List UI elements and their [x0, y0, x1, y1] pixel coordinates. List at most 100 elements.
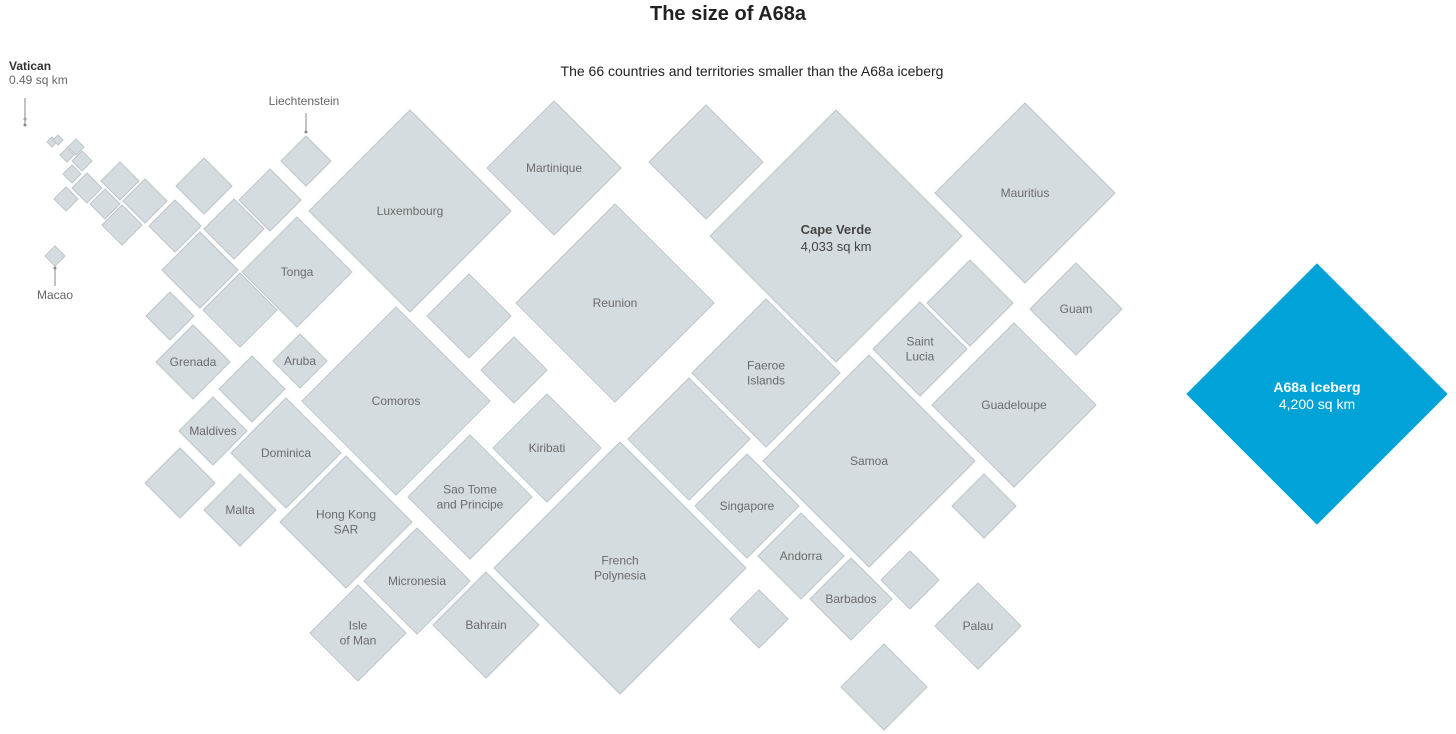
label-bahrain: Bahrain [465, 618, 506, 632]
country-diamond-grenada [155, 324, 231, 400]
annotation-vatican-leader-tip [23, 123, 27, 127]
country-diamond-bahrain [432, 571, 540, 679]
country-diamond-unlabeled-11 [101, 204, 143, 246]
country-diamond-unlabeled-12 [148, 199, 202, 253]
country-diamond-unlabeled-8 [89, 188, 121, 220]
label-dominica: Dominica [261, 446, 311, 460]
country-diamond-unlabeled-6 [71, 172, 103, 204]
country-diamond-saint-lucia [872, 301, 968, 397]
label-barbados: Barbados [825, 592, 876, 606]
label-luxembourg: Luxembourg [377, 204, 444, 218]
label-guam: Guam [1060, 302, 1093, 316]
country-diamond-unlabeled-13 [175, 157, 233, 215]
country-diamond-unlabeled-5 [62, 164, 82, 184]
annotation-liechtenstein-leader-tip [304, 130, 308, 134]
country-diamond-hong-kong-sar [279, 455, 413, 589]
annotation-vatican-name: Vatican [9, 59, 51, 73]
label-palau: Palau [963, 619, 994, 633]
country-diamond-maldives [178, 396, 248, 466]
country-diamond-unlabeled-21 [145, 291, 195, 341]
label-isle-of-man: Isle of Man [340, 619, 377, 648]
annotation-macao-leader-tip [53, 266, 57, 270]
country-diamond-unlabeled-24 [648, 104, 764, 220]
annotation-liechtenstein-name: Liechtenstein [269, 94, 340, 108]
country-diamond-isle-of-man [309, 584, 407, 682]
country-diamond-guadeloupe [931, 322, 1097, 488]
country-diamond-kiribati [492, 393, 602, 503]
country-diamond-unlabeled-55 [880, 550, 940, 610]
label-malta: Malta [225, 503, 255, 517]
country-diamond-palau [934, 582, 1022, 670]
country-diamond-unlabeled-1 [52, 134, 64, 146]
diamond-layer [22, 100, 1448, 731]
country-diamond-unlabeled-20 [202, 272, 278, 348]
country-diamond-comoros [301, 306, 491, 496]
country-diamond-martinique [486, 100, 622, 236]
country-diamond-dominica [230, 397, 342, 509]
country-diamond-aruba [272, 333, 328, 389]
label-kiribati: Kiribati [529, 441, 566, 455]
country-diamond-andorra [757, 512, 845, 600]
country-diamond-unlabeled-17 [238, 168, 302, 232]
label-mauritius: Mauritius [1001, 186, 1050, 200]
label-cape-verde: Cape Verde 4,033 sq km [801, 222, 872, 254]
country-diamond-reunion [515, 203, 715, 403]
chart-subtitle: The 66 countries and territories smaller… [560, 63, 944, 79]
country-diamond-unlabeled-3 [59, 147, 75, 163]
country-diamond-unlabeled-52 [951, 473, 1017, 539]
label-comoros: Comoros [372, 394, 421, 408]
label-singapore: Singapore [720, 499, 775, 513]
country-diamond-micronesia [363, 527, 471, 635]
label-faeroe-islands: Faeroe Islands [747, 359, 785, 388]
country-diamond-samoa [762, 354, 976, 568]
label-andorra: Andorra [780, 549, 823, 563]
label-aruba: Aruba [284, 354, 316, 368]
country-diamond-unlabeled-9 [100, 161, 140, 201]
country-diamond-unlabeled-10 [122, 178, 168, 224]
country-diamond-unlabeled-7 [53, 186, 79, 212]
country-diamond-tonga [241, 216, 353, 328]
country-diamond-unlabeled-60 [840, 643, 928, 731]
label-saint-lucia: Saint Lucia [906, 335, 935, 364]
label-maldives: Maldives [189, 424, 236, 438]
country-diamond-unlabeled-45 [144, 447, 216, 519]
country-diamond-sao-tome-and-principe [407, 434, 533, 560]
country-diamond-unlabeled-39 [218, 355, 286, 423]
country-diamond-unlabeled-56 [729, 589, 789, 649]
country-diamond-barbados [809, 557, 893, 641]
country-diamond-mauritius [934, 102, 1116, 284]
country-diamond-macao [44, 245, 66, 267]
label-micronesia: Micronesia [388, 574, 446, 588]
label-reunion: Reunion [593, 296, 638, 310]
chart-title: The size of A68a [650, 3, 806, 25]
annotation-macao-name: Macao [37, 288, 73, 302]
country-diamond-unlabeled-18 [203, 198, 265, 260]
label-martinique: Martinique [526, 161, 582, 175]
annotation-vatican-value: 0.49 sq km [9, 73, 68, 87]
country-diamond-french-polynesia [493, 441, 747, 695]
label-tonga: Tonga [281, 265, 314, 279]
country-diamond-malta [203, 473, 277, 547]
country-diamond-liechtenstein [280, 135, 332, 187]
country-diamond-unlabeled-30 [926, 259, 1014, 347]
country-diamond-unlabeled-4 [71, 150, 93, 172]
country-diamond-singapore [694, 453, 800, 559]
country-diamond-unlabeled-29 [426, 273, 512, 359]
country-diamond-unlabeled-43 [627, 377, 751, 501]
country-diamond-faeroe-islands [691, 298, 841, 448]
iceberg-diamond [1186, 263, 1448, 525]
country-diamond-guam [1029, 262, 1123, 356]
label-hong-kong-sar: Hong Kong SAR [316, 508, 376, 537]
label-grenada: Grenada [170, 355, 217, 369]
country-diamond-luxembourg [308, 109, 512, 313]
label-layer: Luxembourg Martinique Cape Verde 4,033 sq k… [170, 161, 1361, 648]
label-a68a-iceberg: A68a Iceberg 4,200 sq km [1273, 379, 1360, 412]
label-samoa: Samoa [850, 454, 888, 468]
label-sao-tome-and-principe: Sao Tome and Principe [437, 483, 504, 512]
label-guadeloupe: Guadeloupe [981, 398, 1047, 412]
country-diamond-cape-verde [709, 109, 963, 363]
country-diamond-unlabeled-19 [161, 231, 239, 309]
country-diamond-unlabeled-35 [480, 336, 548, 404]
